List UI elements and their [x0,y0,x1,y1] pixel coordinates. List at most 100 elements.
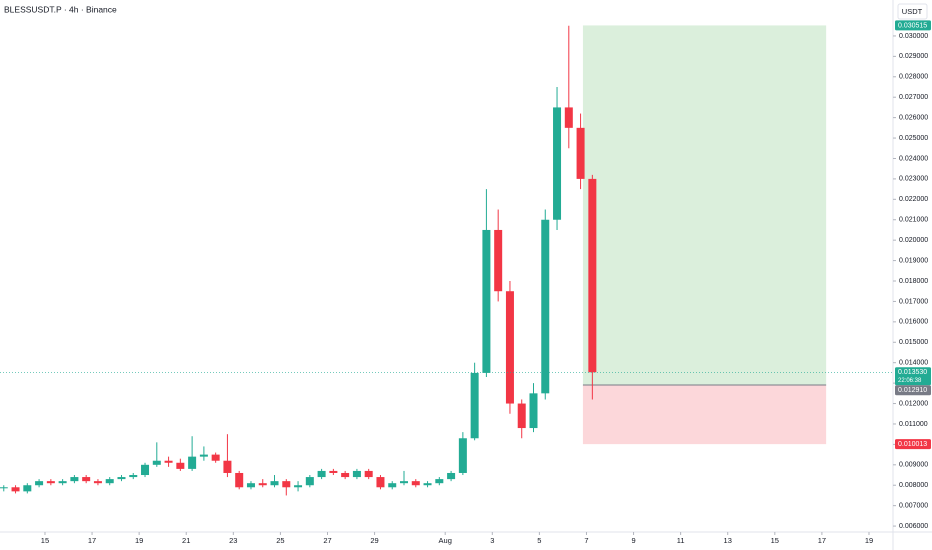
candle-body [305,477,314,486]
y-tick-label: 0.020000 [899,237,928,244]
candle-body [447,472,456,480]
candle-body [505,291,514,404]
x-tick-label: 15 [771,536,779,545]
currency-box [897,3,928,20]
y-tick-label: 0.007000 [899,502,928,509]
x-tick-label: 27 [323,536,331,545]
last-price-box [895,367,931,386]
y-tick-label: 0.006000 [899,523,928,530]
candle-body [352,470,361,478]
candle-body [400,481,409,484]
y-tick-label: 0.026000 [899,114,928,121]
candle-body [141,464,150,476]
loss-zone [582,384,827,445]
x-tick-label: 5 [537,536,541,545]
candle-body [93,481,102,484]
x-tick-label: 19 [865,536,873,545]
candle-body [152,460,161,465]
x-tick-label: Aug [439,536,452,545]
candle-body [517,403,526,429]
currency: USDT [902,7,923,16]
candle-body [270,481,279,486]
candle-body [553,107,562,220]
candle-body [482,229,491,373]
y-tick-label: 0.011000 [899,421,928,428]
y-tick-label: 0.014000 [899,360,928,367]
plot-area [0,25,893,496]
y-tick-label: 0.009000 [899,462,928,469]
y-tick-label: 0.027000 [899,94,928,101]
candle-body [423,483,432,486]
y-tick-label: 0.021000 [899,217,928,224]
x-tick-label: 11 [677,536,685,545]
candle-body [0,487,8,489]
entry-label: 0.012910 [898,387,927,394]
y-tick-label: 0.018000 [899,278,928,285]
target-label: 0.030515 [898,22,927,29]
candle-body [435,479,444,484]
candle-body [258,483,267,486]
candle-body [376,477,385,488]
candle-body [317,470,326,478]
y-tick-label: 0.017000 [899,298,928,305]
y-tick-label: 0.015000 [899,339,928,346]
x-tick-label: 13 [724,536,732,545]
x-tick-label: 17 [88,536,96,545]
candle-body [46,481,55,484]
y-tick-label: 0.022000 [899,196,928,203]
candle-body [458,438,467,473]
candle-body [223,460,232,473]
y-tick-label: 0.019000 [899,257,928,264]
candle-body [176,462,185,469]
candle-body [82,477,91,482]
candle-body [294,485,303,488]
y-tick-label: 0.030000 [899,33,928,40]
x-tick-label: 3 [490,536,494,545]
y-tick-label: 0.025000 [899,135,928,142]
x-tick-label: 19 [135,536,143,545]
candle-body [576,127,585,179]
x-tick-label: 23 [229,536,237,545]
candle-body [164,460,173,463]
y-tick-label: 0.012000 [899,400,928,407]
candle-body [199,454,208,457]
candle-body [329,470,338,473]
target-label-box [895,20,931,31]
countdown: 22:06:38 [898,378,922,384]
candle-body [529,393,538,429]
entry-label-box [895,385,931,396]
candle-body [58,481,67,484]
candle-body [117,477,126,480]
y-tick-label: 0.016000 [899,319,928,326]
candle-body [246,483,255,488]
candle-body [188,456,197,469]
candle-body [211,454,220,461]
candle-body [235,472,244,488]
candle-body [23,485,32,492]
candle-body [388,483,397,488]
candle-body [494,229,503,292]
candle-body [588,178,597,373]
y-tick-label: 0.023000 [899,176,928,183]
y-tick-label: 0.024000 [899,155,928,162]
x-tick-label: 21 [182,536,190,545]
candle-body [70,477,79,482]
candle-body [364,470,373,478]
stop-label-box [895,439,931,450]
candle-body [11,487,20,492]
candle-body [282,481,291,488]
candle-body [564,107,573,128]
axes: 0.0060000.0070000.0080000.0090000.010000… [41,20,931,545]
last-price-label: 0.013530 [898,369,927,376]
candle-body [129,475,138,478]
profit-zone [582,25,827,385]
candle-body [541,219,550,394]
y-tick-label: 0.008000 [899,482,928,489]
y-tick-label: 0.029000 [899,53,928,60]
x-tick-label: 15 [41,536,49,545]
candle-body [105,479,114,484]
x-tick-label: 9 [631,536,635,545]
y-tick-label: 0.028000 [899,74,928,81]
